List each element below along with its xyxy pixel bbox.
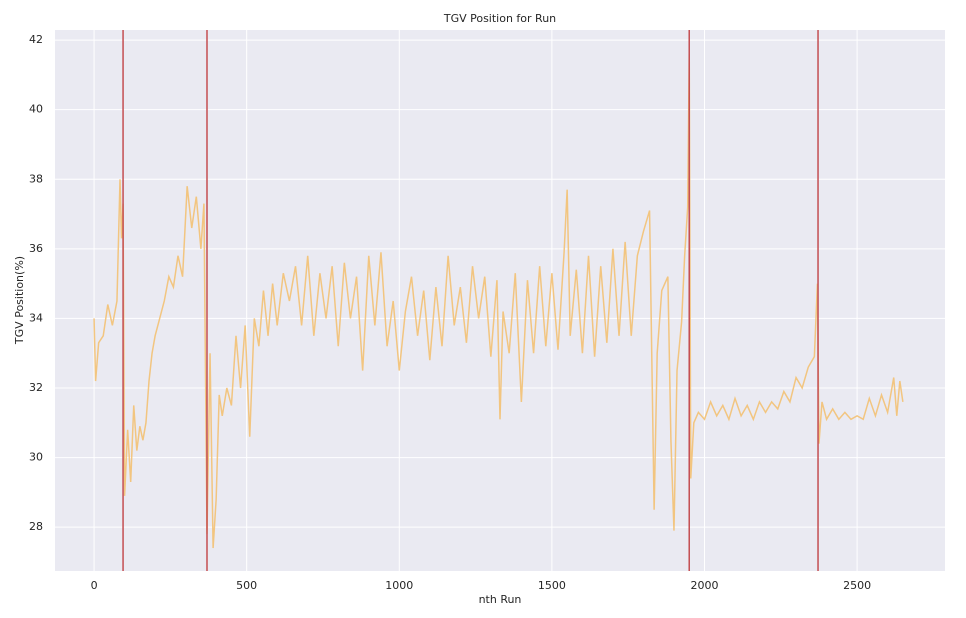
y-tick-label: 38: [29, 172, 43, 185]
y-tick-label: 30: [29, 451, 43, 464]
y-tick-label: 32: [29, 381, 43, 394]
chart-title: TGV Position for Run: [443, 12, 556, 25]
y-tick-label: 28: [29, 520, 43, 533]
y-axis-label: TGV Position(%): [13, 256, 26, 345]
x-tick-label: 2000: [690, 579, 718, 592]
x-tick-label: 2500: [843, 579, 871, 592]
x-tick-label: 0: [91, 579, 98, 592]
x-axis-label: nth Run: [479, 593, 522, 606]
y-tick-label: 42: [29, 33, 43, 46]
x-tick-label: 1000: [385, 579, 413, 592]
y-tick-label: 40: [29, 103, 43, 116]
y-tick-label: 36: [29, 242, 43, 255]
x-tick-label: 1500: [538, 579, 566, 592]
x-tick-label: 500: [236, 579, 257, 592]
y-tick-label: 34: [29, 311, 43, 324]
data-line: [93, 53, 904, 549]
plot-area: [55, 30, 945, 571]
